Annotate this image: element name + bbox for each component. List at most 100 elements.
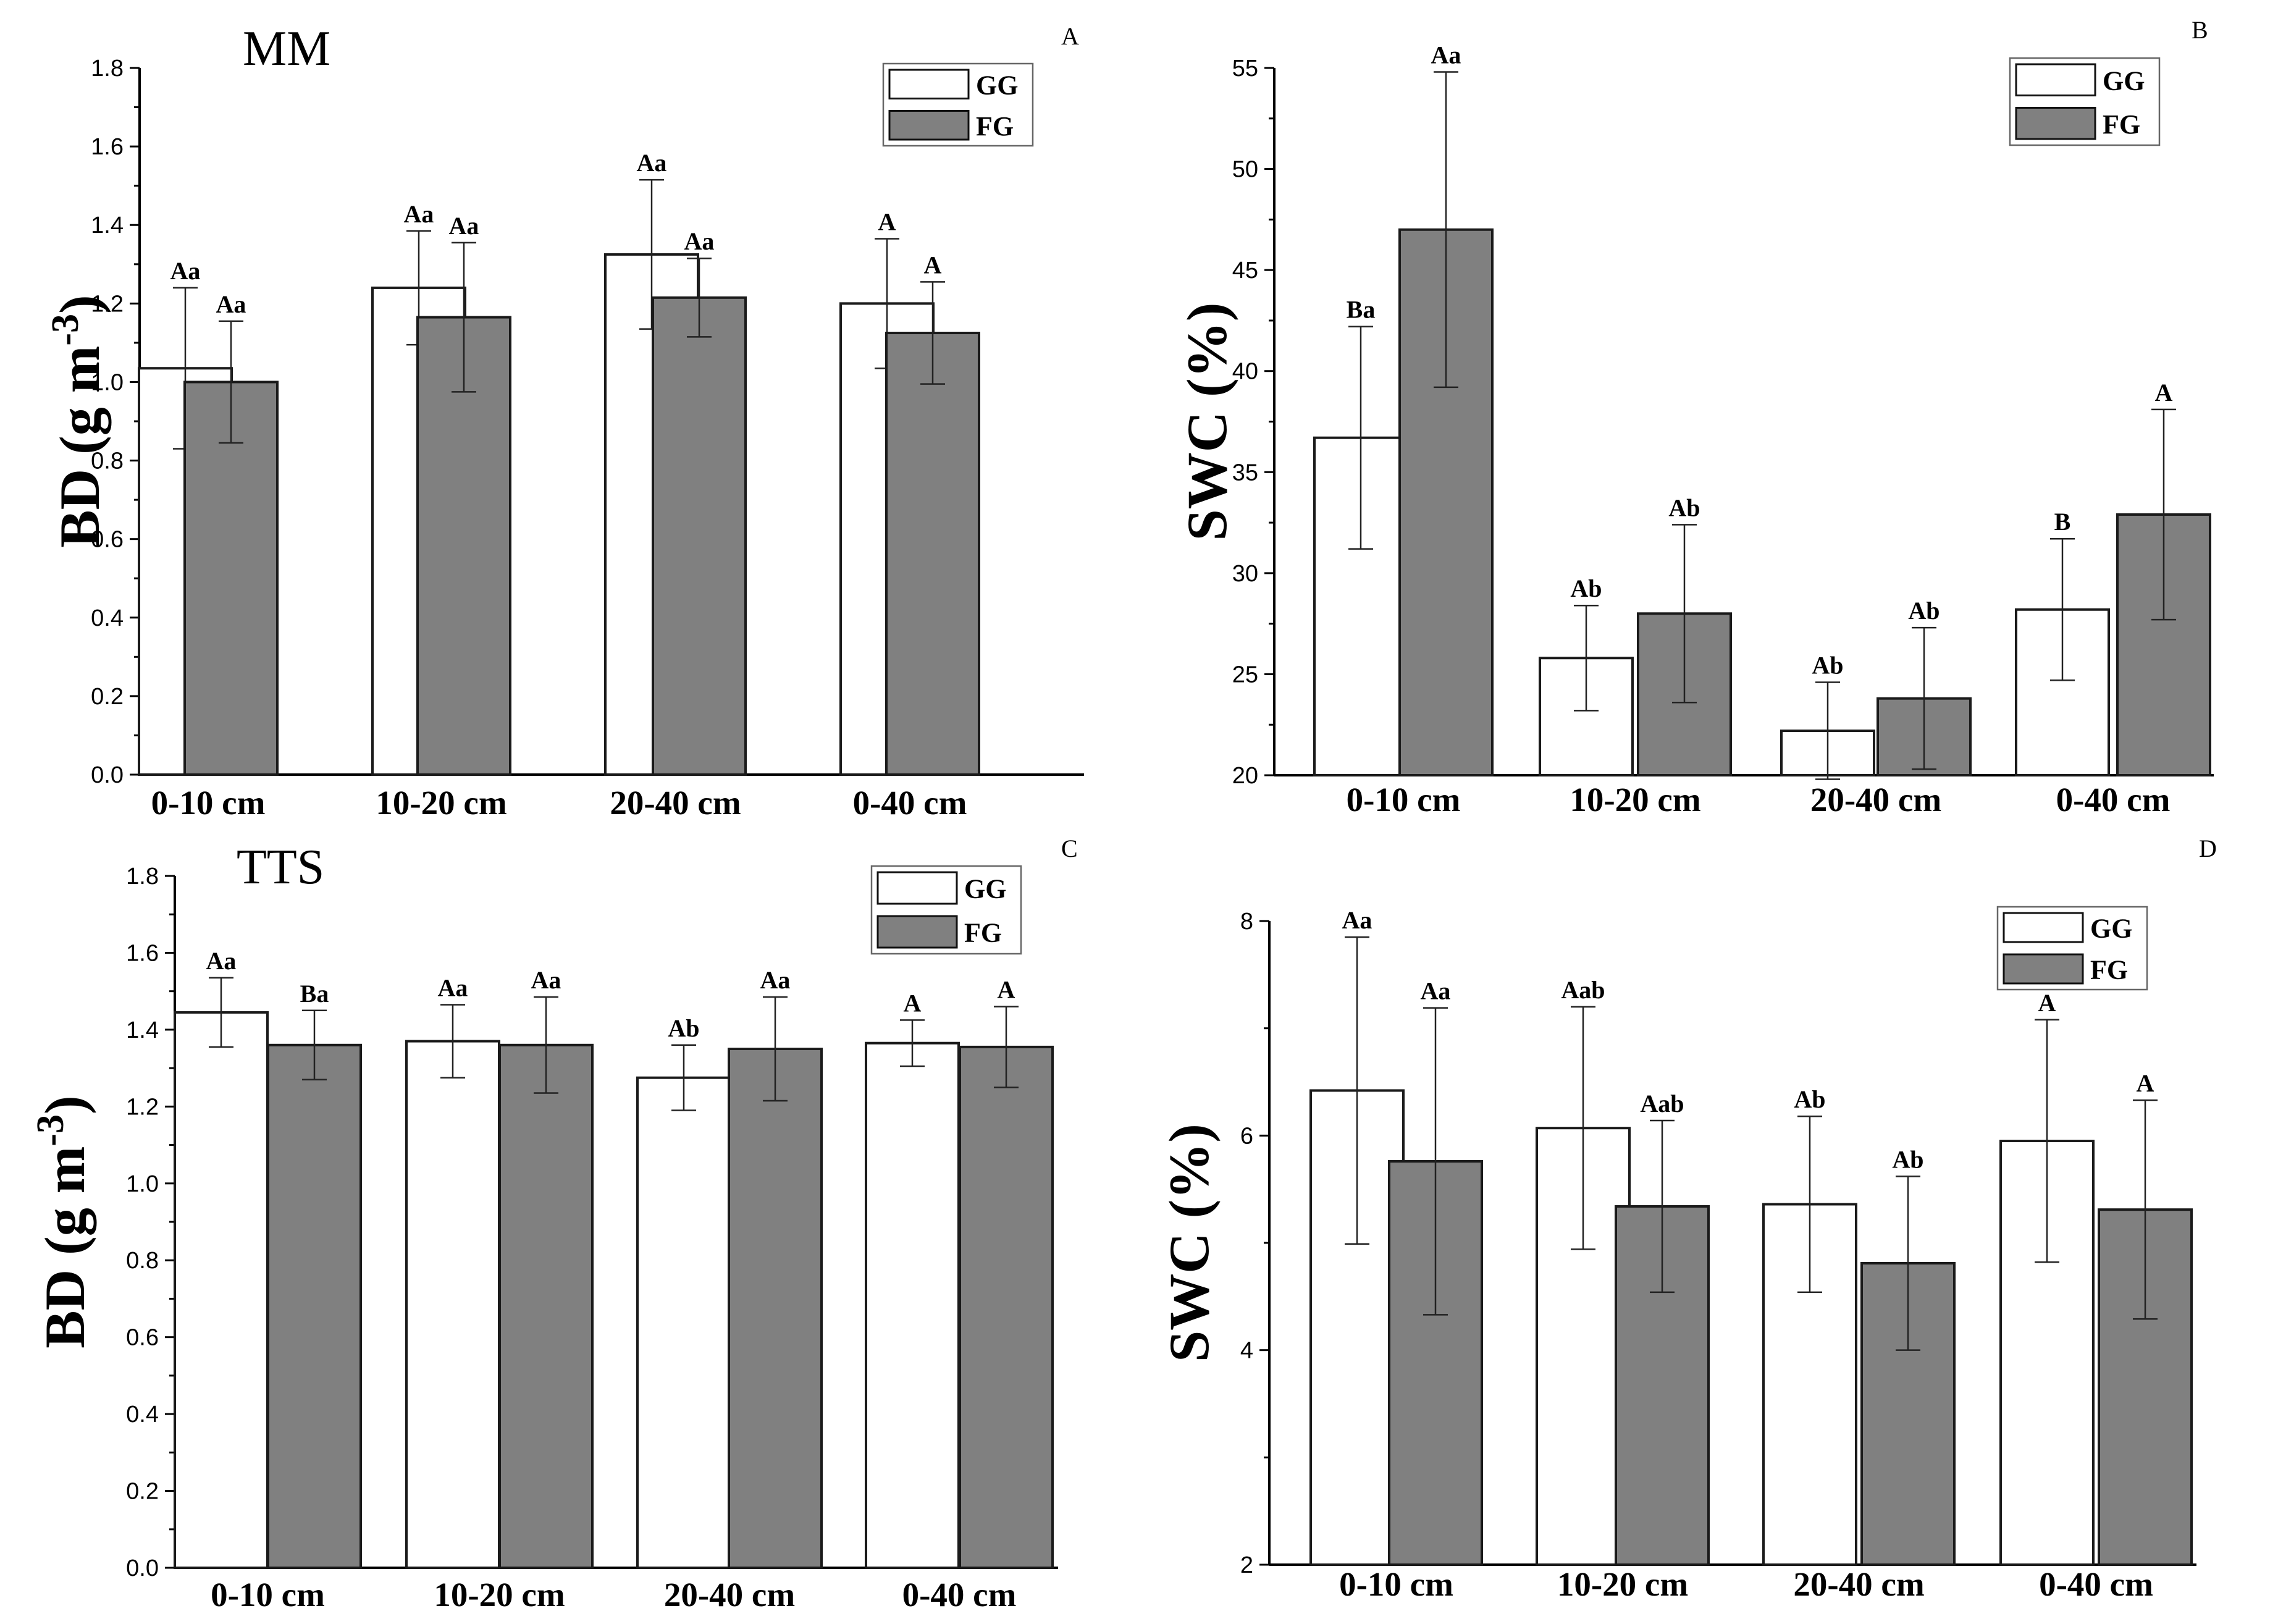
significance-label: A <box>2137 1069 2154 1097</box>
y-axis-label: SWC (%) <box>1175 303 1238 541</box>
y-tick-label: 0.4 <box>91 605 124 631</box>
y-tick-label: 0.4 <box>126 1402 159 1428</box>
significance-label: A <box>2155 379 2173 406</box>
significance-label: Aa <box>684 227 715 255</box>
y-tick-label: 1.4 <box>91 212 124 238</box>
y-tick-label: 35 <box>1232 460 1258 486</box>
legend-swatch-fg <box>2003 953 2084 985</box>
significance-label: Aa <box>438 974 468 1001</box>
significance-label: A <box>878 208 896 235</box>
panel-letter: C <box>1061 835 1078 862</box>
significance-label: Ba <box>300 980 329 1008</box>
panel-B: 20 25 30 35 40 45 50 55 SWC (%) Ba Aa 0-10 cm Ab Ab 10… <box>1175 16 2214 818</box>
significance-label: Ab <box>1668 494 1700 521</box>
significance-label: Ab <box>1892 1145 1923 1173</box>
panel-C: 0.0 0.2 0.4 0.6 0.8 1.0 1.2 1.4 1.6 1.8 BD (g m-3)… <box>30 835 1078 1613</box>
y-tick-label: 4 <box>1240 1338 1253 1364</box>
y-axis-label-close: ) <box>33 1095 96 1114</box>
y-tick-label: 30 <box>1232 561 1258 587</box>
y-tick-label: 1.2 <box>126 1094 159 1120</box>
significance-label: Aa <box>449 212 479 240</box>
significance-label: Aa <box>1431 41 1461 69</box>
bar-fg-20-40cm <box>728 1048 823 1569</box>
y-tick-label: 0.6 <box>91 527 124 553</box>
y-tick-label: 0.8 <box>126 1248 159 1274</box>
significance-label: A <box>924 251 942 279</box>
y-tick-label: 45 <box>1232 258 1258 284</box>
panel-D: 2 4 6 8 SWC (%) Aa Aa 0-10 cm Aab Aab 10-20 cm Ab Ab… <box>1158 835 2217 1603</box>
bar-gg-0-40cm <box>865 1041 960 1569</box>
y-tick-label: 8 <box>1240 909 1253 935</box>
bar-fg-20-40cm <box>652 296 747 776</box>
significance-label: Ab <box>1812 652 1843 679</box>
legend-label-fg: FG <box>964 918 1002 948</box>
x-category-label: 0-40 cm <box>902 1576 1017 1613</box>
x-category-label: 20-40 cm <box>664 1576 795 1613</box>
legend-label-gg: GG <box>2090 914 2132 944</box>
bar-fg-0-40cm <box>959 1045 1054 1569</box>
y-tick-label: 0.2 <box>91 684 124 710</box>
significance-label: A <box>904 989 922 1017</box>
y-tick-label: 6 <box>1240 1123 1253 1149</box>
significance-label: Ab <box>1908 597 1940 625</box>
panel-letter: B <box>2192 16 2208 44</box>
x-category-label: 10-20 cm <box>1570 781 1700 818</box>
y-tick-label: 1.0 <box>126 1171 159 1197</box>
bar-gg-20-40cm <box>636 1076 731 1569</box>
legend-label-gg: GG <box>976 70 1018 100</box>
legend-label-fg: FG <box>2103 109 2140 140</box>
significance-label: Aa <box>1342 906 1372 934</box>
y-tick-label: 1.4 <box>126 1017 159 1043</box>
significance-label: Aab <box>1640 1090 1684 1117</box>
y-tick-label: 1.0 <box>91 369 124 395</box>
significance-label: A <box>998 976 1015 1004</box>
legend-swatch-gg <box>2003 912 2084 943</box>
panel-letter: A <box>1061 22 1079 50</box>
y-tick-label: 50 <box>1232 157 1258 183</box>
legend-swatch-gg <box>888 69 970 99</box>
panel-title: TTS <box>237 840 324 894</box>
significance-label: Aab <box>1561 976 1605 1004</box>
y-tick-label: 0.8 <box>91 448 124 474</box>
y-axis-label: BD (g m-3) <box>44 295 111 547</box>
y-tick-label: 55 <box>1232 56 1258 82</box>
bar-fg-0-40cm <box>885 332 980 776</box>
panel-A: 0.0 0.2 0.4 0.6 0.8 1.0 1.2 1.4 1.6 1.8 BD (g m-3)… <box>44 22 1084 822</box>
panel-title: MM <box>243 22 330 76</box>
x-category-label: 20-40 cm <box>1810 781 1941 818</box>
bar-fg-0-10cm <box>183 381 279 776</box>
bar-fg-10-20cm <box>416 316 511 776</box>
significance-label: Aa <box>760 966 791 994</box>
significance-label: Aa <box>206 947 237 975</box>
significance-label: Aa <box>637 149 667 177</box>
y-tick-label: 0.6 <box>126 1325 159 1351</box>
y-tick-label: 0.0 <box>126 1555 159 1581</box>
x-category-label: 20-40 cm <box>1793 1565 1924 1603</box>
x-category-label: 0-10 cm <box>1339 1565 1453 1603</box>
y-axis-label-close: ) <box>48 295 111 314</box>
legend-label-fg: FG <box>976 111 1014 141</box>
y-axis-label-superscript: -3 <box>44 314 86 346</box>
y-axis-label-main: SWC (%) <box>1158 1124 1221 1362</box>
legend-label-fg: FG <box>2090 955 2128 985</box>
legend-swatch-gg <box>876 871 958 905</box>
significance-label: Aa <box>1421 977 1451 1005</box>
significance-label: Aa <box>404 200 434 228</box>
bar-gg-10-20cm <box>1539 657 1634 777</box>
y-tick-label: 1.6 <box>91 134 124 160</box>
y-tick-label: 40 <box>1232 359 1258 385</box>
legend-swatch-fg <box>876 915 958 949</box>
significance-label: Aa <box>531 966 561 994</box>
significance-label: Ab <box>1570 574 1602 602</box>
y-axis-label: SWC (%) <box>1158 1124 1221 1362</box>
legend-label-gg: GG <box>964 874 1006 904</box>
x-category-label: 0-10 cm <box>211 1576 325 1613</box>
y-tick-label: 1.6 <box>126 940 159 966</box>
x-category-label: 0-40 cm <box>2056 781 2171 818</box>
y-axis-label-main: BD (g m <box>33 1146 96 1348</box>
x-category-label: 10-20 cm <box>1557 1565 1688 1603</box>
x-category-label: 10-20 cm <box>376 784 506 822</box>
bar-gg-10-20cm <box>405 1040 500 1569</box>
legend-swatch-fg <box>2015 107 2096 140</box>
